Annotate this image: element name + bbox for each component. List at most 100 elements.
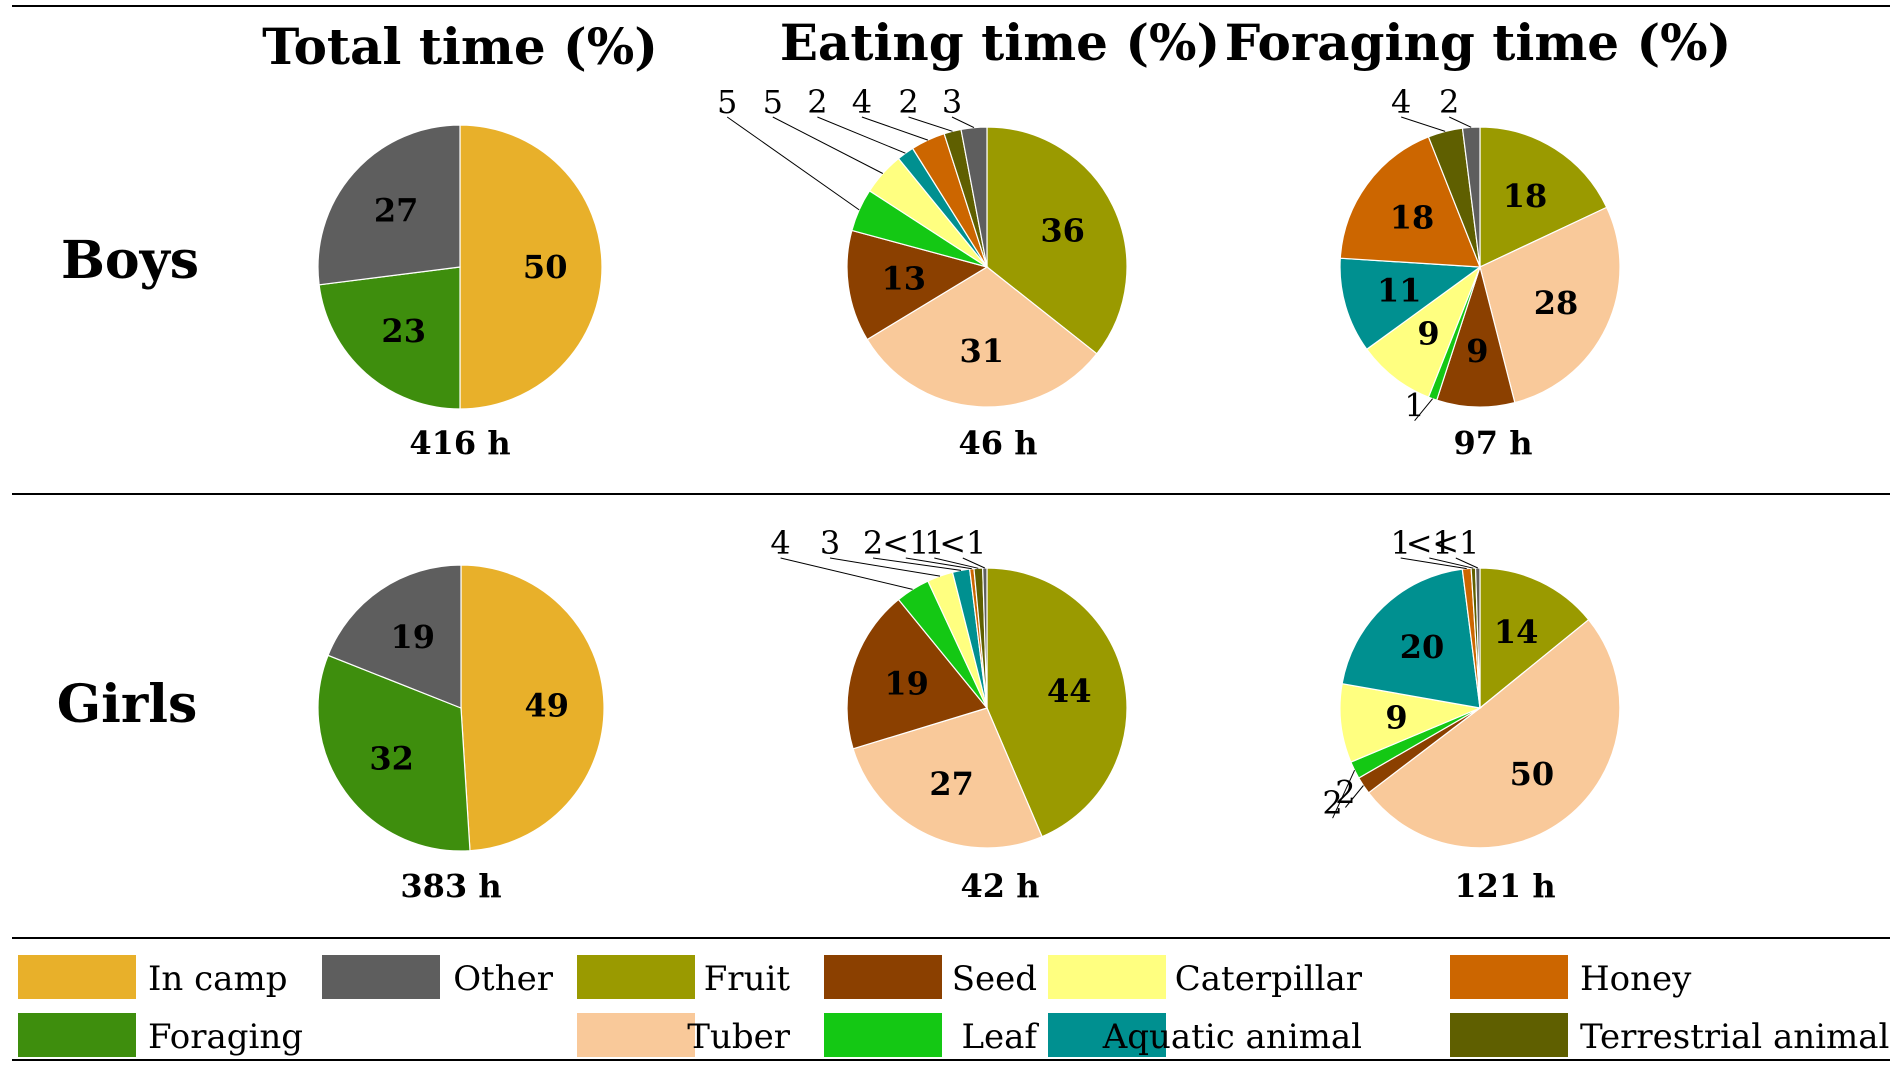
slice-label-seed: 19 — [884, 665, 929, 703]
legend-swatch-leaf — [824, 1013, 942, 1057]
slice-label-aquatic-animal: 2 — [807, 83, 827, 121]
leader-line-honey — [1400, 557, 1467, 570]
hours-boys-foraging: 97 h — [1454, 424, 1533, 462]
slice-label-fruit: 44 — [1047, 672, 1092, 710]
leader-line-caterpillar — [772, 116, 884, 174]
slice-label-other: <1 — [939, 524, 986, 562]
legend-item-caterpillar: Caterpillar — [1048, 955, 1363, 999]
slice-label-tuber: 28 — [1534, 284, 1579, 322]
hours-girls-foraging: 121 h — [1454, 867, 1555, 905]
legend-label-caterpillar: Caterpillar — [1175, 959, 1363, 999]
slice-label-fruit: 14 — [1494, 613, 1539, 651]
legend-label-in-camp: In camp — [148, 959, 287, 999]
column-title-total: Total time (%) — [262, 17, 658, 76]
leader-line-other — [962, 557, 986, 569]
legend: In camp Other Fruit Seed Caterpillar Honey For… — [18, 955, 1889, 1057]
slice-seed — [846, 598, 989, 750]
legend-label-other: Other — [453, 959, 554, 999]
leader-line-honey — [861, 116, 929, 141]
legend-item-aquatic-animal: Aquatic animal — [1048, 1013, 1362, 1057]
slice-label-seed: 9 — [1466, 332, 1488, 370]
leader-line-leaf — [1332, 769, 1356, 819]
slice-label-in-camp: 49 — [525, 686, 570, 724]
slice-label-foraging: 23 — [381, 312, 426, 350]
legend-label-tuber: Tuber — [687, 1017, 790, 1057]
slice-label-leaf: 2 — [1322, 784, 1342, 822]
legend-swatch-fruit — [577, 955, 695, 999]
leader-line-leaf — [1414, 398, 1433, 422]
legend-swatch-aquatic-animal — [1048, 1013, 1166, 1057]
legend-label-honey: Honey — [1580, 959, 1692, 999]
slice-label-honey: 18 — [1390, 199, 1435, 237]
leader-line-terrestrial-animal — [908, 116, 953, 132]
leader-line-terrestrial-animal — [934, 557, 979, 569]
slice-label-leaf: 1 — [1404, 387, 1424, 425]
slice-tuber — [1367, 618, 1621, 849]
legend-label-leaf: Leaf — [961, 1017, 1039, 1057]
legend-item-in-camp: In camp — [18, 955, 287, 999]
slice-label-seed: 13 — [882, 260, 927, 298]
leader-line-leaf — [780, 557, 913, 590]
legend-label-foraging: Foraging — [148, 1017, 303, 1057]
slice-caterpillar — [1365, 265, 1482, 398]
legend-item-leaf: Leaf — [824, 1013, 1039, 1057]
legend-swatch-seed — [824, 955, 942, 999]
slice-fruit — [1479, 567, 1590, 710]
slice-label-aquatic-animal: 11 — [1377, 271, 1422, 309]
leader-line-seed — [1345, 785, 1364, 808]
slice-label-caterpillar: 5 — [763, 83, 783, 121]
slice-label-fruit: 18 — [1503, 177, 1548, 215]
legend-item-fruit: Fruit — [577, 955, 790, 999]
slice-foraging — [317, 654, 471, 852]
slice-label-other: 19 — [391, 618, 436, 656]
legend-swatch-terrestrial-animal — [1450, 1013, 1568, 1057]
leader-line-other — [1448, 116, 1472, 128]
legend-swatch-caterpillar — [1048, 955, 1166, 999]
hours-boys-total: 416 h — [409, 424, 510, 462]
legend-swatch-other — [322, 955, 440, 999]
slice-label-terrestrial-animal: <1 — [1406, 524, 1453, 562]
leader-line-terrestrial-animal — [1401, 116, 1446, 132]
slice-in-camp — [460, 564, 605, 852]
slice-label-other: 3 — [942, 83, 962, 121]
hours-boys-eating: 46 h — [959, 424, 1038, 462]
slice-label-honey: <1 — [882, 524, 929, 562]
legend-item-honey: Honey — [1450, 955, 1692, 999]
slice-tuber — [1479, 206, 1621, 404]
row-label-boys: Boys — [61, 230, 199, 291]
slice-foraging — [318, 266, 461, 410]
slice-honey — [1339, 136, 1481, 268]
slice-label-leaf: 5 — [717, 83, 737, 121]
slice-label-tuber: 27 — [929, 765, 974, 803]
legend-label-seed: Seed — [952, 959, 1037, 999]
slice-label-other: 2 — [1439, 83, 1459, 121]
slice-label-leaf: 4 — [770, 524, 790, 562]
slice-label-other: 27 — [374, 192, 419, 230]
pie-boys-foraging: 18 28 99 11 18 1 4 2 97 h — [1339, 83, 1621, 462]
leader-line-caterpillar — [829, 557, 941, 577]
legend-swatch-foraging — [18, 1013, 136, 1057]
slice-seed — [1435, 264, 1516, 408]
leader-line-aquatic-animal — [817, 116, 906, 154]
hours-girls-total: 383 h — [400, 867, 501, 905]
slice-label-terrestrial-animal: 1 — [924, 524, 944, 562]
legend-label-aquatic-animal: Aquatic animal — [1102, 1017, 1362, 1057]
slice-fruit — [1479, 126, 1608, 268]
leader-line-leaf — [726, 116, 860, 211]
leader-line-other — [1455, 557, 1479, 569]
row-label-girls: Girls — [57, 674, 198, 735]
legend-item-tuber: Tuber — [577, 1013, 791, 1057]
slice-label-terrestrial-animal: 4 — [1391, 83, 1411, 121]
legend-item-foraging: Foraging — [18, 1013, 303, 1057]
slice-label-other: <1 — [1432, 524, 1479, 562]
legend-label-terrestrial-animal: Terrestrial animal — [1580, 1017, 1889, 1057]
leader-line-honey — [905, 557, 972, 570]
slice-other — [317, 124, 461, 286]
slice-label-aquatic-animal: 2 — [863, 524, 883, 562]
column-title-eating: Eating time (%) — [780, 13, 1220, 72]
slice-fruit — [986, 126, 1128, 355]
